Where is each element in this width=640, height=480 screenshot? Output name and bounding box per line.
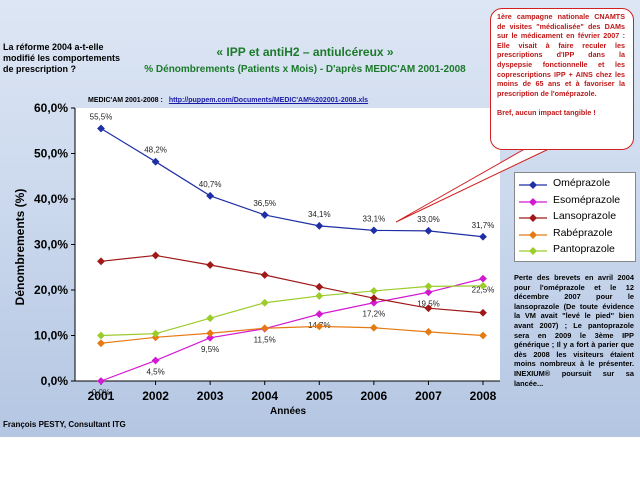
y-tick-label: 40,0% (34, 192, 68, 206)
data-point (97, 331, 105, 340)
x-tick-label: 2002 (142, 389, 169, 403)
series-line-2 (100, 254, 484, 314)
y-tick-label: 50,0% (34, 147, 68, 161)
legend-label: Oméprazole (553, 177, 611, 189)
data-point (369, 323, 378, 332)
y-tick-label: 0,0% (41, 374, 69, 388)
data-point (97, 124, 105, 133)
series-line-1 (100, 278, 484, 382)
data-label: 55,5% (90, 112, 113, 121)
data-label: 36,5% (253, 199, 276, 208)
data-point (151, 157, 160, 166)
legend-marker-icon (519, 214, 547, 222)
data-point (315, 292, 324, 300)
y-tick-label: 10,0% (34, 329, 68, 343)
x-tick-label: 2008 (470, 389, 497, 403)
source-line: MEDIC'AM 2001-2008 : http://puppem.com/Do… (88, 97, 368, 104)
legend-label: Pantoprazole (553, 243, 615, 255)
y-tick-label: 20,0% (34, 283, 68, 297)
data-label: 11,5% (254, 336, 276, 345)
y-tick-label: 30,0% (34, 238, 68, 252)
data-point (206, 261, 215, 269)
data-point (260, 271, 269, 279)
data-point (479, 331, 487, 340)
series-line-3 (100, 325, 484, 344)
data-label: 9,5% (201, 345, 219, 354)
data-label: 19,5% (417, 299, 440, 308)
legend-label: Lansoprazole (553, 210, 617, 222)
chart-legend: Oméprazole Esoméprazole Lansoprazole Rab… (514, 172, 636, 262)
data-label: 31,7% (472, 221, 495, 230)
data-point (369, 298, 378, 307)
data-point (424, 282, 433, 291)
data-point (315, 221, 324, 230)
callout-box (490, 8, 634, 150)
y-tick-label: 60,0% (34, 101, 68, 115)
data-point (424, 288, 433, 297)
x-tick-label: 2003 (197, 389, 224, 403)
plot-area (75, 108, 500, 381)
data-label: 22,5% (472, 286, 495, 295)
data-label: 33,0% (417, 215, 440, 224)
data-point (260, 211, 269, 219)
data-point (479, 308, 487, 317)
x-tick-label: 2004 (251, 389, 278, 403)
x-tick-label: 2007 (415, 389, 442, 403)
data-point (151, 356, 160, 365)
data-point (206, 314, 215, 323)
legend-marker-icon (519, 247, 547, 255)
data-point (369, 294, 378, 303)
data-point (479, 232, 487, 241)
data-point (206, 191, 215, 200)
footer-credit: François PESTY, Consultant ITG (3, 420, 126, 429)
data-label: 48,2% (144, 146, 167, 155)
series-line-4 (100, 285, 484, 337)
x-tick-label: 2005 (306, 389, 333, 403)
data-label: 17,2% (363, 310, 386, 319)
legend-label: Esoméprazole (553, 193, 621, 206)
legend-marker-icon (519, 181, 547, 189)
legend-marker-icon (519, 230, 547, 239)
data-label: 40,7% (199, 180, 222, 189)
legend-label: Rabéprazole (553, 226, 613, 239)
data-point (315, 322, 324, 331)
x-axis-title: Années (270, 406, 307, 417)
data-label: 33,1% (363, 214, 386, 223)
data-point (206, 329, 215, 338)
x-tick-label: 2001 (88, 389, 115, 403)
callout-conclusion: Bref, aucun impact tangible ! (497, 107, 596, 117)
data-point (315, 310, 324, 319)
data-label: 4,5% (146, 368, 164, 377)
data-point (479, 274, 487, 283)
data-point (479, 281, 487, 290)
callout-text: 1ère campagne nationale CNAMTS de visite… (497, 12, 625, 118)
data-point (369, 287, 378, 295)
data-label: 34,1% (308, 210, 331, 219)
source-link[interactable]: http://puppem.com/Documents/MEDIC'AM%202… (168, 97, 369, 104)
patent-note: Perte des brevets en avril 2004 pour l'o… (514, 273, 634, 388)
x-tick-label: 2006 (361, 389, 388, 403)
data-point (260, 324, 269, 333)
question-text: La réforme 2004 a-t-elle modifié les com… (3, 42, 121, 74)
data-point (424, 304, 433, 313)
callout-body: 1ère campagne nationale CNAMTS de visite… (497, 12, 625, 98)
data-point (97, 257, 105, 266)
chart-title: « IPP et antiH2 – antiulcéreux » (216, 45, 394, 59)
data-point (97, 377, 105, 385)
data-point (315, 282, 324, 291)
data-point (260, 298, 269, 307)
data-point (424, 327, 433, 336)
source-label: MEDIC'AM 2001-2008 : (88, 97, 163, 104)
legend-marker-icon (519, 197, 547, 206)
chart-subtitle: % Dénombrements (Patients x Mois) - D'ap… (144, 64, 466, 75)
data-point (206, 333, 215, 342)
data-label: 0,0% (92, 388, 110, 397)
data-point (151, 329, 160, 338)
data-point (151, 251, 160, 260)
data-point (424, 226, 433, 235)
data-point (369, 226, 378, 235)
series-line-0 (100, 127, 484, 238)
data-point (97, 339, 105, 348)
